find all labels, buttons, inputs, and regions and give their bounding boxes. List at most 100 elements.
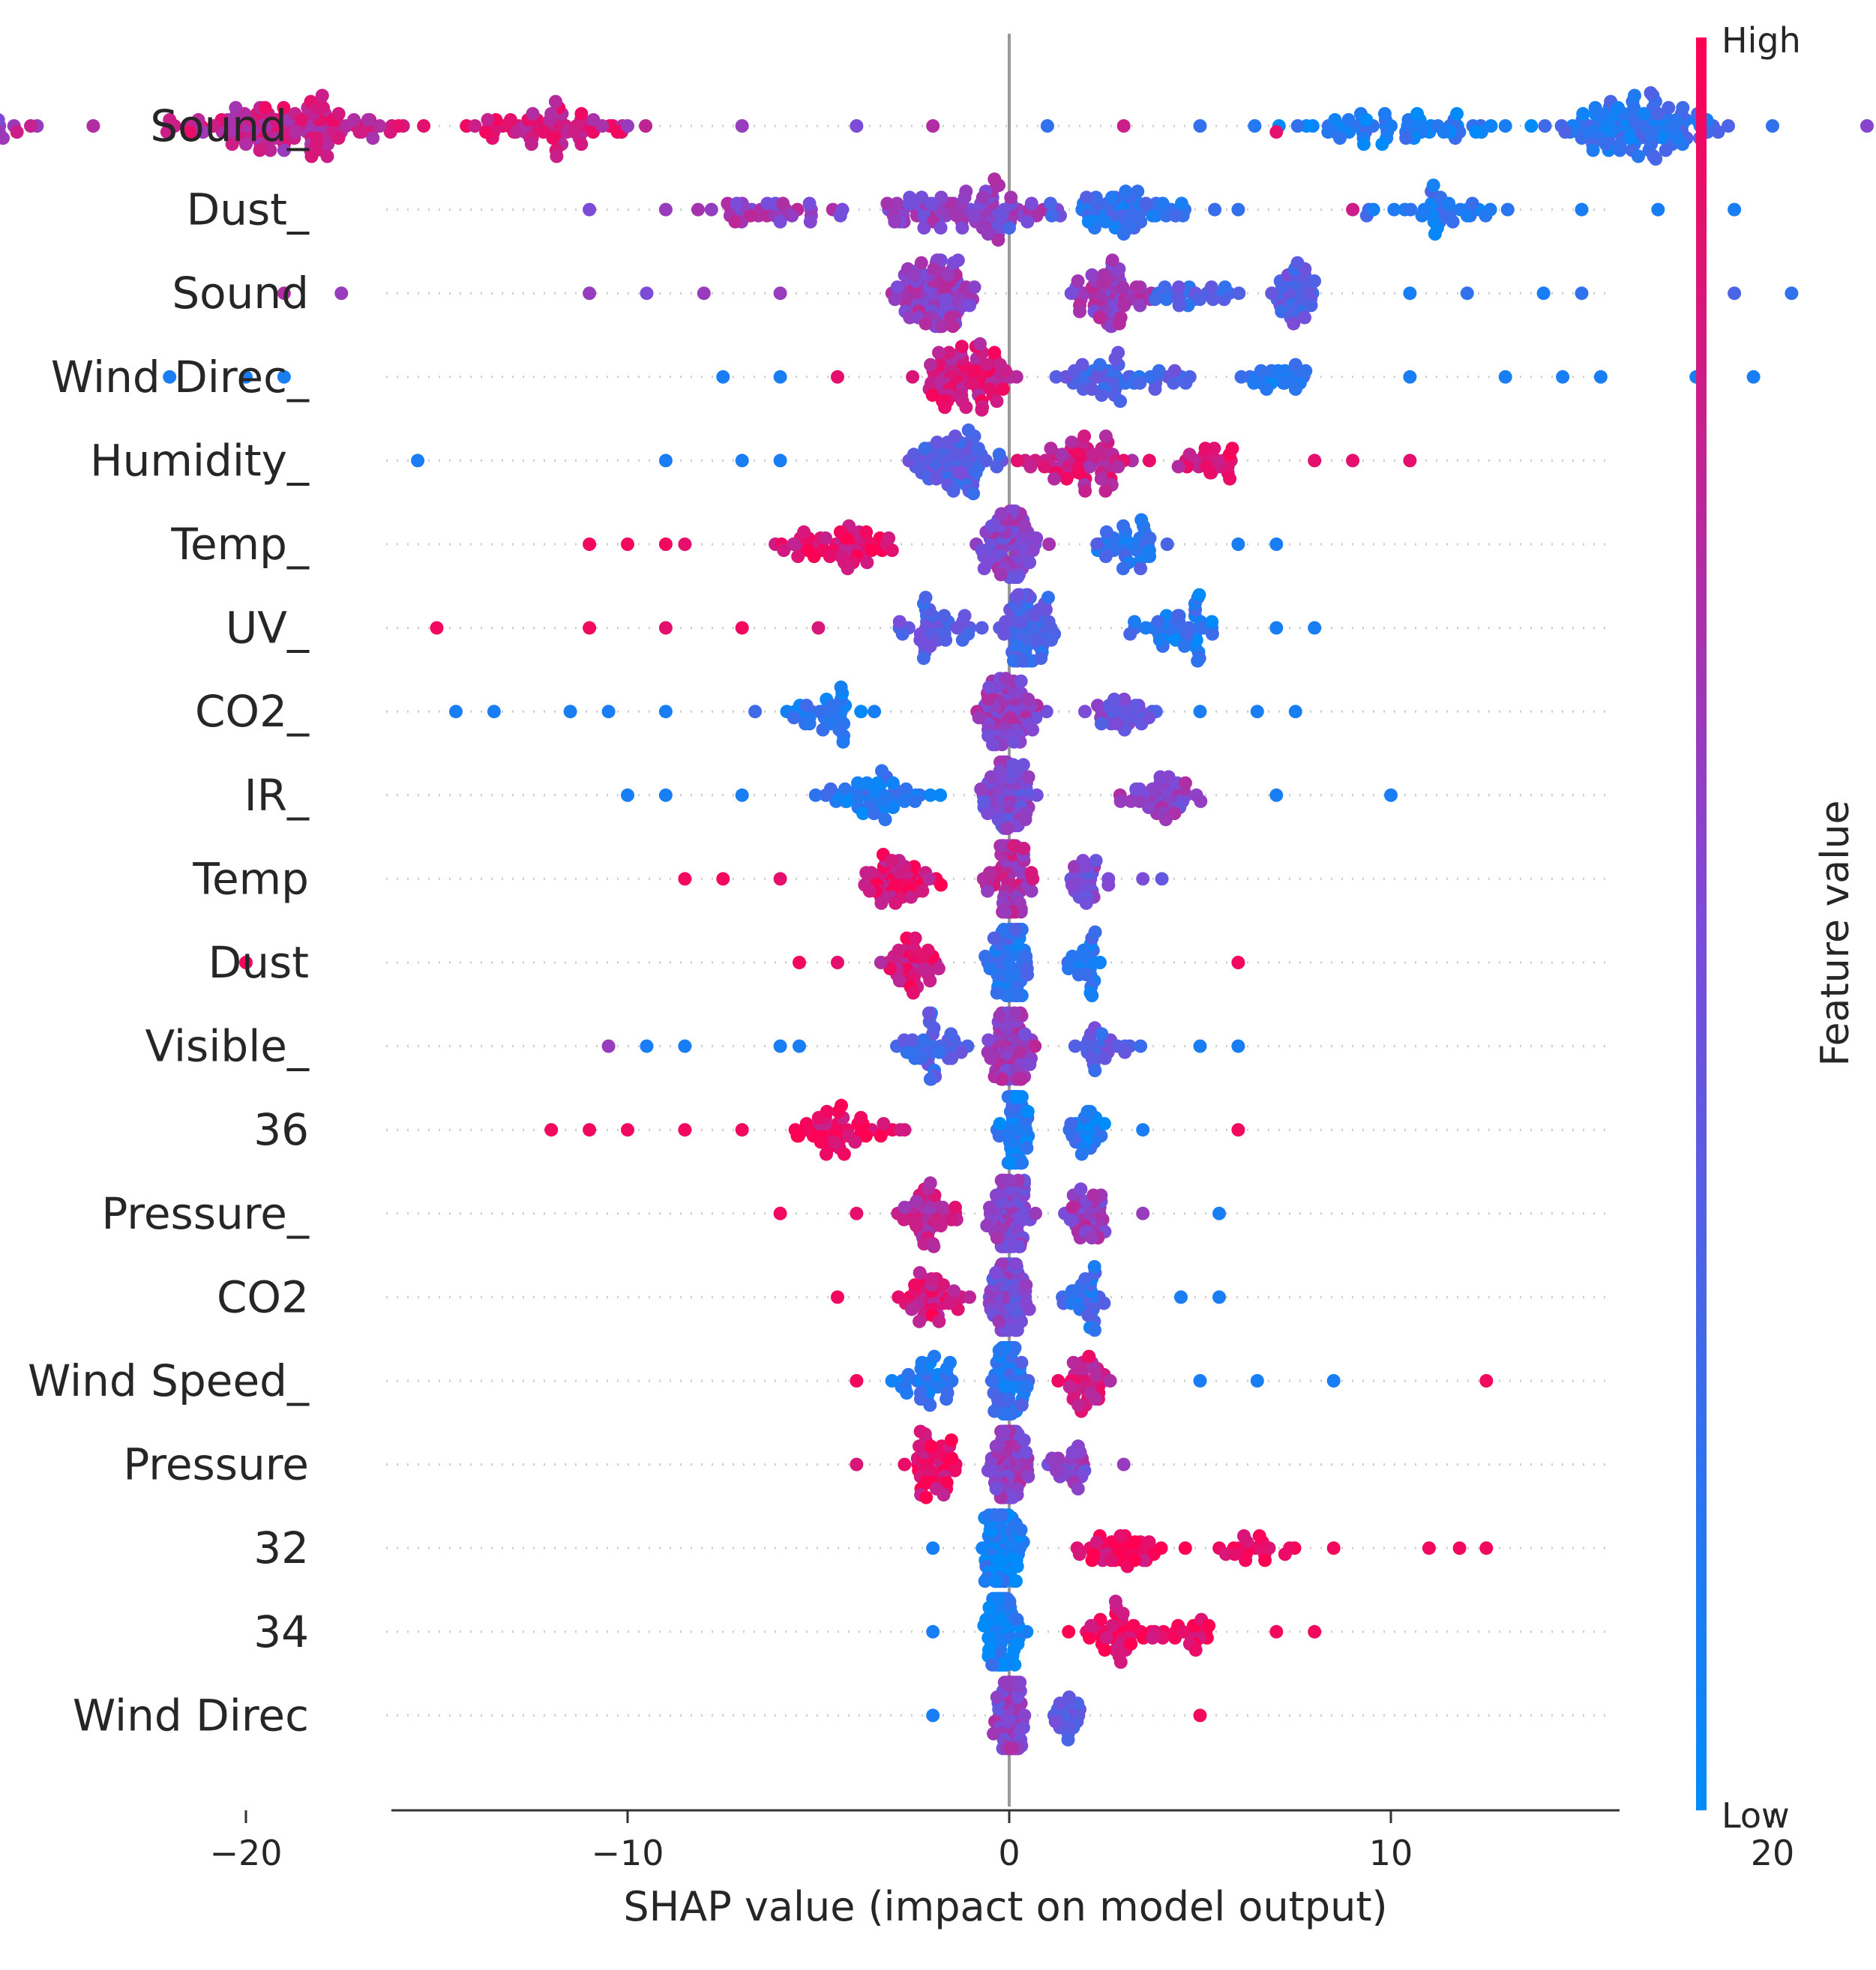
- shap-dot: [1171, 460, 1185, 474]
- shap-dot: [919, 316, 933, 331]
- shap-dot: [1019, 949, 1033, 963]
- shap-dot: [1231, 537, 1245, 551]
- shap-dot: [1009, 1090, 1023, 1104]
- shap-dot: [1017, 841, 1031, 855]
- shap-dot: [1191, 654, 1205, 668]
- shap-dot: [1097, 1296, 1111, 1310]
- shap-dot: [1064, 286, 1078, 301]
- shap-dot: [934, 788, 948, 802]
- shap-dot: [807, 549, 821, 564]
- feature-label: Wind Speed_: [28, 1355, 310, 1406]
- shap-dot: [1194, 794, 1208, 808]
- shap-dot: [1288, 358, 1302, 372]
- shap-dot: [990, 1690, 1004, 1705]
- shap-dot: [1020, 968, 1035, 982]
- shap-dot: [1384, 788, 1398, 802]
- shap-dot: [1623, 131, 1637, 145]
- shap-dot: [989, 1188, 1003, 1202]
- shap-dot: [583, 1123, 597, 1137]
- shap-dot: [563, 705, 577, 719]
- feature-label: CO2: [217, 1271, 309, 1322]
- shap-dot: [929, 472, 943, 486]
- feature-row-dots: [411, 423, 1417, 501]
- shap-dot: [1206, 292, 1220, 307]
- shap-dot: [1260, 382, 1274, 396]
- shap-dot: [877, 1117, 891, 1131]
- shap-dot: [961, 423, 975, 437]
- shap-dot: [1356, 137, 1371, 151]
- shap-dot: [0, 113, 5, 127]
- shap-dot: [837, 555, 851, 570]
- shap-dot: [1108, 1594, 1122, 1609]
- shap-dot: [1075, 358, 1089, 372]
- shap-dot: [716, 872, 730, 886]
- shap-dot: [1024, 884, 1038, 898]
- shap-dot: [1278, 1547, 1292, 1561]
- shap-dot: [1437, 125, 1451, 139]
- shap-dot: [1085, 382, 1099, 396]
- shap-dot: [923, 639, 937, 653]
- colorbar-gradient: [1696, 37, 1707, 1810]
- shap-dot: [1134, 214, 1148, 229]
- shap-dot: [1651, 202, 1665, 217]
- shap-dot: [928, 1349, 942, 1364]
- shap-dot: [1020, 1380, 1034, 1394]
- shap-dot: [923, 788, 937, 802]
- shap-dot: [1290, 119, 1305, 133]
- shap-dot: [1651, 106, 1665, 121]
- shap-dot: [993, 358, 1007, 372]
- shap-dot: [1017, 1708, 1032, 1723]
- shap-dot: [1023, 460, 1038, 474]
- shap-dot: [1001, 1129, 1015, 1143]
- shap-dot: [277, 143, 291, 157]
- shap-dot: [1119, 184, 1133, 199]
- colorbar-low-label: Low: [1722, 1795, 1790, 1836]
- colorbar-high-label: High: [1722, 20, 1801, 61]
- shap-dot: [833, 208, 847, 223]
- shap-dot: [978, 1574, 992, 1588]
- shap-dot: [1632, 149, 1645, 163]
- shap-dot: [1039, 705, 1053, 719]
- shap-dot: [802, 717, 817, 731]
- shap-dot: [983, 382, 997, 396]
- shap-dot: [1288, 705, 1302, 719]
- shap-dot: [814, 1135, 828, 1149]
- shap-dot: [1308, 621, 1322, 635]
- shap-dot: [831, 1290, 844, 1304]
- shap-dot: [1130, 543, 1144, 558]
- shap-dot: [1287, 316, 1301, 331]
- shap-dot: [1078, 705, 1092, 719]
- shap-dot: [1536, 286, 1551, 301]
- shap-dot: [940, 436, 954, 450]
- shap-dot: [468, 119, 482, 133]
- shap-dot: [992, 1343, 1006, 1358]
- shap-dot: [837, 1147, 851, 1161]
- shap-dot: [933, 1045, 946, 1059]
- shap-dot: [621, 1123, 634, 1137]
- shap-dot: [850, 1457, 864, 1472]
- shap-dot: [289, 125, 303, 139]
- shap-dot: [1009, 1257, 1023, 1271]
- x-tick-label: −20: [209, 1833, 282, 1873]
- shap-dot: [1308, 274, 1321, 288]
- shap-dot: [1399, 131, 1413, 145]
- shap-dot: [1029, 788, 1044, 802]
- shap-dot: [992, 448, 1006, 462]
- shap-dot: [1203, 466, 1218, 480]
- shap-dot: [1089, 854, 1103, 868]
- shap-dot: [850, 119, 864, 133]
- shap-dot: [954, 340, 969, 354]
- shap-dot: [1007, 735, 1021, 749]
- shap-dot: [1248, 119, 1262, 133]
- shap-dot: [980, 1219, 994, 1232]
- shap-dot: [479, 125, 493, 139]
- shap-dot: [1024, 196, 1038, 211]
- shap-dot: [1152, 364, 1166, 378]
- shap-dot: [1047, 472, 1062, 486]
- shap-dot: [834, 680, 848, 694]
- shap-dot: [977, 794, 991, 808]
- shap-dot: [1116, 280, 1130, 295]
- shap-dot: [994, 507, 1008, 521]
- shap-dot: [1008, 1657, 1022, 1672]
- shap-dot: [1410, 106, 1425, 121]
